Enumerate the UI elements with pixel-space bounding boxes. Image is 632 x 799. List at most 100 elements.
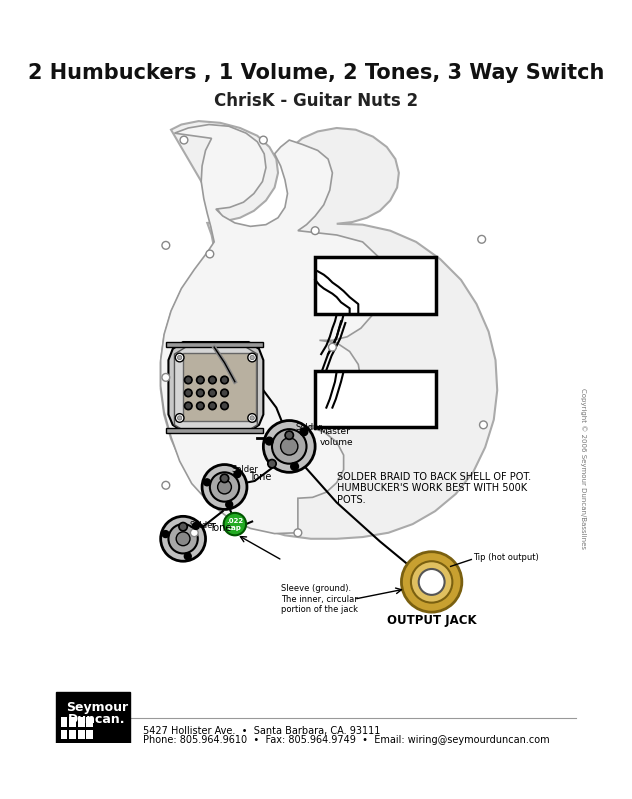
Circle shape (250, 415, 254, 420)
Circle shape (478, 236, 485, 243)
Circle shape (268, 459, 276, 468)
Bar (183, 353, 257, 420)
Circle shape (178, 415, 182, 420)
Bar (315, 372, 436, 427)
Bar (69, 729, 76, 739)
Polygon shape (161, 125, 384, 534)
Text: HUMBUCKER'S WORK BEST WITH 500K
POTS.: HUMBUCKER'S WORK BEST WITH 500K POTS. (337, 483, 527, 505)
Text: .022
cap: .022 cap (226, 518, 243, 531)
Text: OUTPUT JACK: OUTPUT JACK (387, 614, 477, 627)
Circle shape (198, 391, 202, 395)
Bar (78, 718, 85, 727)
Circle shape (210, 378, 215, 382)
Bar (166, 428, 264, 434)
Bar (315, 256, 436, 314)
Circle shape (210, 403, 215, 408)
Circle shape (224, 513, 246, 535)
Circle shape (210, 391, 215, 395)
Circle shape (180, 136, 188, 144)
Circle shape (162, 373, 170, 381)
Circle shape (291, 463, 298, 471)
Circle shape (186, 391, 190, 395)
Text: Master
volume: Master volume (319, 427, 353, 447)
Circle shape (250, 356, 254, 360)
Circle shape (202, 464, 247, 510)
Circle shape (197, 376, 204, 384)
Text: Tone: Tone (209, 523, 231, 534)
Circle shape (181, 524, 186, 529)
Circle shape (178, 356, 182, 360)
Circle shape (222, 475, 227, 481)
Bar (78, 729, 85, 739)
Circle shape (198, 403, 202, 408)
Bar (166, 342, 264, 348)
Text: Tip (hot output): Tip (hot output) (473, 553, 539, 562)
Circle shape (222, 391, 227, 395)
Circle shape (162, 481, 170, 489)
Circle shape (401, 552, 462, 612)
Circle shape (285, 431, 293, 439)
Polygon shape (174, 348, 257, 431)
Circle shape (269, 461, 274, 467)
Polygon shape (161, 121, 497, 539)
Circle shape (197, 389, 204, 397)
Circle shape (418, 569, 444, 595)
Circle shape (300, 428, 308, 435)
Bar (69, 718, 76, 727)
Circle shape (287, 432, 292, 438)
Circle shape (329, 344, 336, 351)
Circle shape (226, 501, 233, 508)
Circle shape (260, 136, 267, 144)
Bar (61, 729, 68, 739)
Polygon shape (168, 342, 264, 431)
Text: SOLDER BRAID TO BACK SHELL OF POT.: SOLDER BRAID TO BACK SHELL OF POT. (337, 471, 531, 482)
Circle shape (185, 402, 192, 410)
Circle shape (281, 438, 298, 455)
Text: Duncan.: Duncan. (68, 713, 126, 725)
Circle shape (197, 402, 204, 410)
Circle shape (206, 250, 214, 258)
Circle shape (198, 378, 202, 382)
Text: Seymour: Seymour (66, 701, 128, 714)
Circle shape (162, 531, 169, 538)
Circle shape (209, 376, 216, 384)
Circle shape (193, 523, 199, 530)
Circle shape (210, 472, 239, 502)
Circle shape (411, 561, 453, 602)
Circle shape (190, 529, 198, 537)
Circle shape (221, 389, 228, 397)
Circle shape (186, 378, 190, 382)
Circle shape (220, 474, 229, 483)
Text: Copyright © 2006 Seymour Duncan/Basslines: Copyright © 2006 Seymour Duncan/Bassline… (580, 388, 587, 548)
Circle shape (272, 429, 307, 463)
Text: 5427 Hollister Ave.  •  Santa Barbara, CA. 93111: 5427 Hollister Ave. • Santa Barbara, CA.… (143, 726, 380, 736)
Circle shape (161, 516, 205, 561)
Circle shape (222, 378, 227, 382)
Circle shape (185, 553, 191, 560)
Circle shape (176, 532, 190, 546)
Circle shape (222, 403, 227, 408)
Circle shape (264, 420, 315, 472)
Text: Phone: 805.964.9610  •  Fax: 805.964.9749  •  Email: wiring@seymourduncan.com: Phone: 805.964.9610 • Fax: 805.964.9749 … (143, 735, 549, 745)
Text: Solder: Solder (231, 465, 258, 475)
Circle shape (162, 241, 170, 249)
Text: ChrisK - Guitar Nuts 2: ChrisK - Guitar Nuts 2 (214, 92, 418, 110)
Circle shape (221, 376, 228, 384)
Circle shape (248, 414, 257, 423)
Circle shape (209, 389, 216, 397)
Circle shape (168, 524, 198, 554)
Circle shape (185, 376, 192, 384)
Circle shape (175, 353, 184, 362)
Circle shape (185, 389, 192, 397)
Circle shape (221, 402, 228, 410)
Circle shape (294, 529, 301, 537)
Circle shape (186, 403, 190, 408)
Text: Tone: Tone (248, 471, 271, 482)
Bar (87, 718, 94, 727)
Circle shape (179, 523, 188, 531)
Circle shape (217, 480, 231, 494)
Circle shape (209, 402, 216, 410)
Circle shape (311, 227, 319, 235)
Text: Solder: Solder (295, 423, 322, 432)
Circle shape (248, 353, 257, 362)
